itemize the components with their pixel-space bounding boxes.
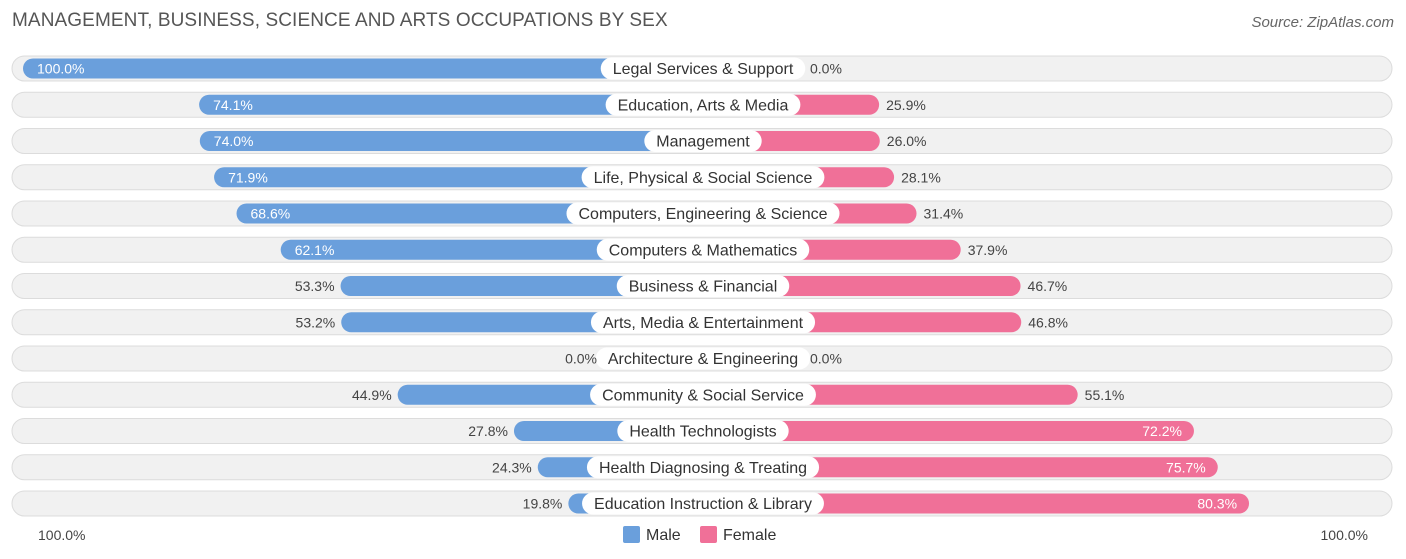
female-value-label: 25.9% [886, 97, 926, 113]
category-label: Health Technologists [629, 424, 776, 441]
legend-male-label: Male [646, 527, 681, 544]
chart-row: Education, Arts & Media 74.1% 25.9% [11, 91, 1393, 118]
chart-row: Life, Physical & Social Science 71.9% 28.1… [11, 164, 1393, 191]
chart-row: Health Technologists 27.8% 72.2% [11, 418, 1393, 444]
category-label: Education, Arts & Media [618, 97, 789, 114]
chart-title: MANAGEMENT, BUSINESS, SCIENCE AND ARTS O… [12, 10, 668, 31]
female-bar [703, 421, 1194, 441]
category-label-pill [605, 93, 801, 116]
category-label-pill [590, 383, 816, 406]
male-value-label: 68.6% [251, 206, 291, 222]
category-label-pill [566, 202, 840, 225]
male-value-label: 53.3% [295, 278, 335, 294]
male-value-label: 27.8% [468, 423, 508, 439]
chart-row: Computers, Engineering & Science 68.6% 31.… [11, 200, 1393, 227]
female-value-label: 0.0% [810, 351, 842, 367]
chart-row: Arts, Media & Entertainment 53.2% 46.8% [11, 309, 1393, 336]
male-value-label: 100.0% [37, 61, 84, 77]
legend-male-swatch [623, 526, 640, 543]
female-value-label: 31.4% [924, 206, 964, 222]
category-label: Legal Services & Support [613, 61, 794, 78]
chart-row: Education Instruction & Library 19.8% 80.3… [11, 490, 1393, 517]
male-value-label: 74.0% [214, 133, 254, 149]
chart-row: Legal Services & Support 100.0% 0.0% [11, 55, 1393, 82]
category-label-pill [581, 166, 825, 189]
male-bar [214, 167, 703, 188]
category-label-pill [617, 420, 789, 442]
legend-female-swatch [700, 526, 717, 543]
female-value-label: 26.0% [887, 133, 927, 149]
category-label: Community & Social Service [602, 387, 804, 404]
male-value-label: 74.1% [213, 97, 253, 113]
male-value-label: 0.0% [565, 351, 597, 367]
male-value-label: 24.3% [492, 459, 532, 475]
male-value-label: 53.2% [296, 314, 336, 330]
male-value-label: 71.9% [228, 169, 268, 185]
axis-label-left: 100.0% [38, 527, 85, 543]
category-label-pill [596, 238, 810, 261]
chart-row: Business & Financial 53.3% 46.7% [11, 273, 1393, 299]
female-value-label: 75.7% [1166, 459, 1206, 475]
male-value-label: 44.9% [352, 387, 392, 403]
female-value-label: 0.0% [810, 61, 842, 77]
female-value-label: 55.1% [1085, 387, 1125, 403]
chart-source: Source: ZipAtlas.com [1251, 14, 1394, 31]
legend-female-label: Female [723, 527, 776, 544]
category-label: Business & Financial [629, 279, 778, 296]
category-label: Health Diagnosing & Treating [599, 460, 807, 477]
chart-row: Computers & Mathematics 62.1% 37.9% [11, 236, 1393, 263]
chart-row: Health Diagnosing & Treating 24.3% 75.7% [11, 454, 1393, 481]
axis-label-right: 100.0% [1321, 527, 1368, 543]
chart-row: Management 74.0% 26.0% [11, 128, 1393, 154]
male-value-label: 62.1% [295, 242, 335, 258]
category-label: Education Instruction & Library [594, 496, 812, 513]
category-label: Architecture & Engineering [608, 351, 798, 368]
legend: Male Female [623, 526, 776, 544]
female-value-label: 46.8% [1028, 314, 1068, 330]
category-label-pill [600, 57, 806, 80]
female-bar [703, 457, 1218, 478]
male-bar [199, 131, 704, 151]
chart-row: Architecture & Engineering 0.0% 0.0% [11, 345, 1393, 372]
category-label-pill [644, 130, 762, 152]
male-bar [340, 276, 703, 296]
category-label: Life, Physical & Social Science [594, 170, 813, 187]
category-label-pill [616, 275, 790, 297]
male-value-label: 19.8% [523, 496, 563, 512]
female-value-label: 80.3% [1197, 496, 1237, 512]
category-label: Computers, Engineering & Science [578, 206, 827, 223]
female-bar [703, 493, 1250, 514]
category-label-pill [590, 311, 816, 334]
female-value-label: 28.1% [901, 169, 941, 185]
category-label-pill [586, 456, 820, 479]
male-bar [280, 239, 703, 260]
category-label-pill [595, 347, 811, 370]
female-value-label: 46.7% [1028, 278, 1068, 294]
male-bar [23, 58, 703, 79]
female-value-label: 37.9% [968, 242, 1008, 258]
category-label: Computers & Mathematics [609, 242, 798, 259]
category-label: Arts, Media & Entertainment [603, 315, 804, 332]
male-bar [199, 94, 703, 115]
chart-row: Community & Social Service 44.9% 55.1% [11, 381, 1393, 408]
female-value-label: 72.2% [1142, 423, 1182, 439]
category-label: Management [656, 134, 750, 151]
category-label-pill [582, 492, 824, 515]
